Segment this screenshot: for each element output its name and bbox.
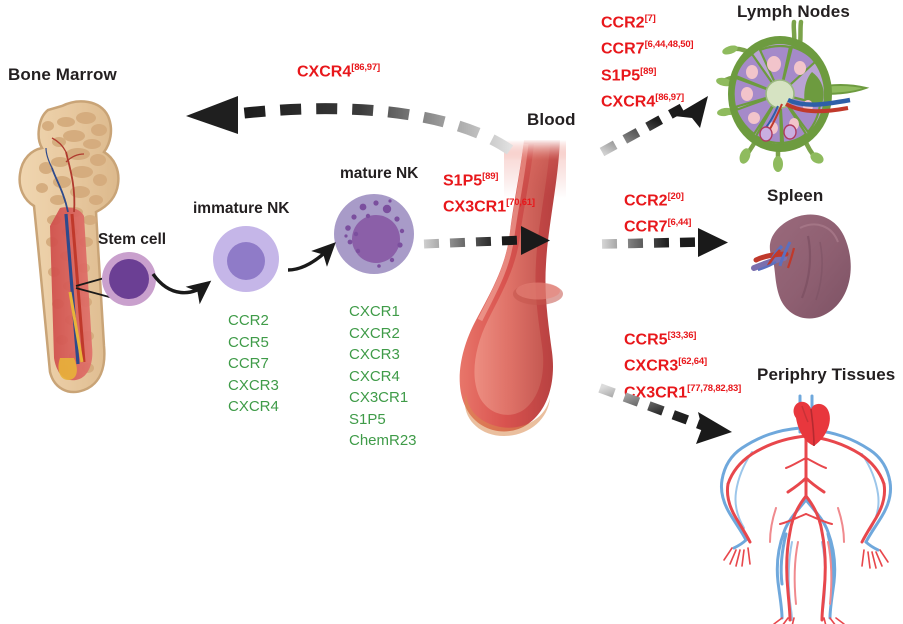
- receptor-item: CCR2: [228, 312, 269, 329]
- receptor-item: CCR7: [228, 355, 269, 372]
- blood-vessel-illustration: [452, 140, 602, 452]
- receptor-label: CCR7[6,44,48,50]: [601, 39, 694, 58]
- blood-to-lymph-nodes-arrow: [596, 94, 726, 158]
- receptor-label: CCR7[6,44]: [624, 217, 692, 236]
- stem-to-immature-arrow: [150, 262, 218, 305]
- receptor-item: CXCR3: [228, 376, 279, 394]
- nk-to-blood-arrow: [420, 218, 560, 262]
- immature-to-mature-arrow: [286, 236, 344, 280]
- receptor-item: CCR5: [228, 333, 269, 351]
- lymph-nodes-label: Lymph Nodes: [737, 2, 850, 21]
- receptor-label: CXCR3[62,64]: [624, 356, 707, 375]
- to-spleen-receptor-stack: CCR2[20] CCR7[6,44]: [624, 186, 691, 239]
- immature-nk-illustration: [209, 222, 283, 296]
- spleen-label: Spleen: [767, 186, 824, 205]
- receptor-item: CXCR3: [349, 346, 400, 363]
- immature-nk-label: immature NK: [193, 200, 290, 217]
- blood-label: Blood: [527, 110, 576, 129]
- blood-to-periphery-arrow: [596, 382, 746, 452]
- to-blood-receptor-stack: S1P5[89] CX3CR1[70,61]: [443, 166, 535, 219]
- receptor-item: CXCR4: [349, 367, 400, 385]
- mature-nk-receptor-list: CXCR1 CXCR2 CXCR3 CXCR4 CX3CR1 S1P5 Chem…: [349, 301, 417, 452]
- receptor-label: S1P5[89]: [443, 171, 499, 190]
- receptor-label: S1P5[89]: [601, 65, 657, 84]
- receptor-label: CXCR4[86,97]: [601, 91, 684, 111]
- receptor-label: CX3CR1[77,78,82,83]: [624, 382, 742, 401]
- blood-to-spleen-arrow: [598, 222, 740, 262]
- circulatory-system-illustration: [716, 392, 902, 624]
- receptor-item: ChemR23: [349, 432, 417, 449]
- receptor-label: CCR2[7]: [601, 13, 656, 32]
- to-bone-marrow-receptor-label: CXCR4[86,97]: [297, 62, 380, 81]
- to-lymph-nodes-receptor-stack: CCR2[7] CCR7[6,44,48,50] S1P5[89] CXCR4[…: [601, 8, 694, 113]
- receptor-item: CXCR2: [349, 324, 400, 342]
- stem-cell-illustration: [98, 248, 160, 310]
- receptor-label: CCR2[20]: [624, 191, 684, 210]
- receptor-item: CXCR1: [349, 303, 400, 320]
- lymph-node-illustration: [716, 19, 902, 172]
- receptor-item: CX3CR1: [349, 389, 409, 406]
- stem-cell-label: Stem cell: [98, 231, 167, 248]
- receptor-item: S1P5: [349, 410, 386, 428]
- immature-nk-receptor-list: CCR2 CCR5 CCR7 CXCR3 CXCR4: [228, 310, 279, 418]
- blood-to-bone-marrow-arrow: [158, 92, 518, 160]
- mature-nk-label: mature NK: [340, 165, 419, 182]
- mature-nk-illustration: [330, 190, 418, 278]
- receptor-item: CXCR4: [228, 398, 279, 415]
- to-periphery-receptor-stack: CCR5[33,36] CXCR3[62,64] CX3CR1[77,78,82…: [624, 325, 741, 404]
- bone-marrow-label: Bone Marrow: [8, 65, 117, 84]
- periphery-tissues-label: Periphry Tissues: [757, 365, 896, 384]
- receptor-label: CX3CR1[70,61]: [443, 197, 535, 216]
- spleen-illustration: [746, 206, 878, 328]
- receptor-label: CCR5[33,36]: [624, 330, 697, 349]
